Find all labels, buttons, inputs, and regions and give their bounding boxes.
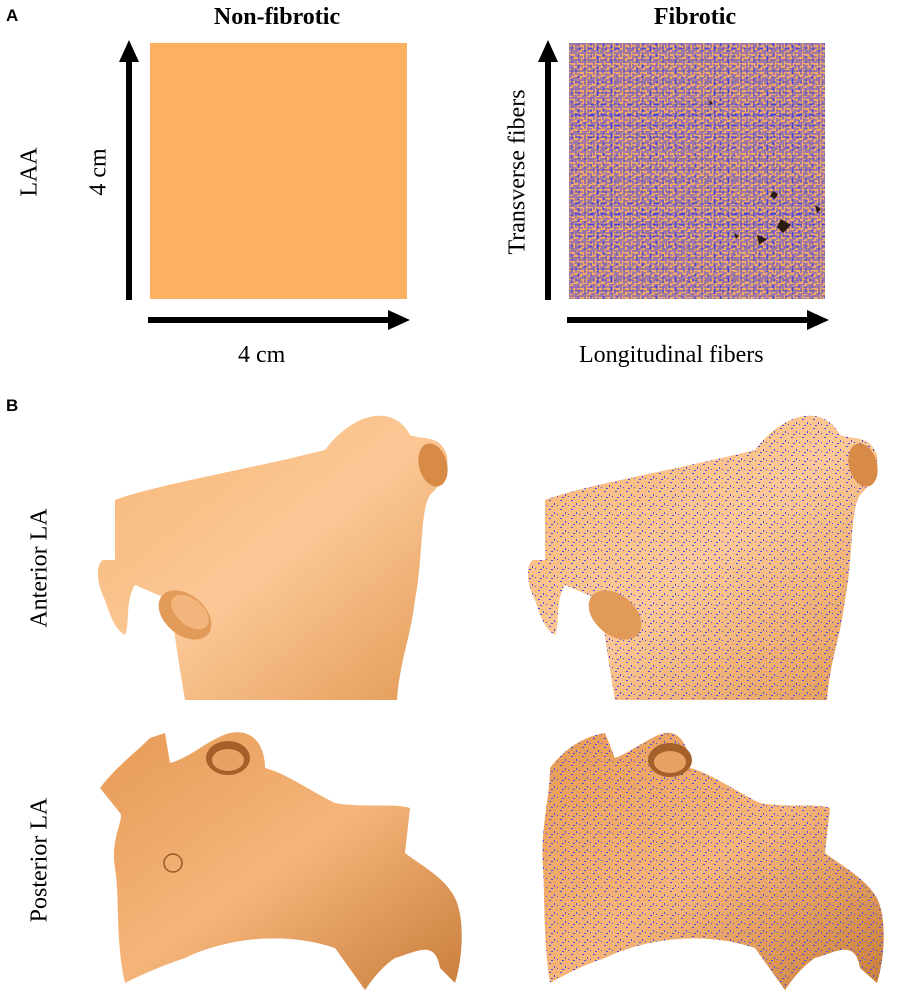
posterior-la-fibrotic [542,732,884,990]
fibrotic-title: Fibrotic [653,4,737,30]
posterior-la-label: Posterior LA [26,797,53,923]
fibrotic-tissue-square [569,43,825,299]
panel-b-letter: B [6,396,19,415]
longitudinal-fibers-label: Longitudinal fibers [579,342,764,368]
anterior-la-fibrotic [527,415,878,700]
transverse-fibers-label: Transverse fibers [504,89,531,255]
vertical-arrow-right [538,40,558,300]
vertical-arrow-left [119,40,139,300]
anterior-la-non-fibrotic [97,415,448,700]
horizontal-size-label: 4 cm [238,342,286,368]
posterior-la-non-fibrotic [100,732,462,990]
horizontal-arrow-right [567,310,829,330]
laa-row-label: LAA [16,147,43,197]
non-fibrotic-tissue-square [150,43,407,299]
vertical-size-label: 4 cm [85,148,112,196]
panel-a-letter: A [6,6,19,25]
non-fibrotic-title: Non-fibrotic [213,4,341,30]
anterior-la-label: Anterior LA [26,508,53,628]
horizontal-arrow-left [148,310,410,330]
